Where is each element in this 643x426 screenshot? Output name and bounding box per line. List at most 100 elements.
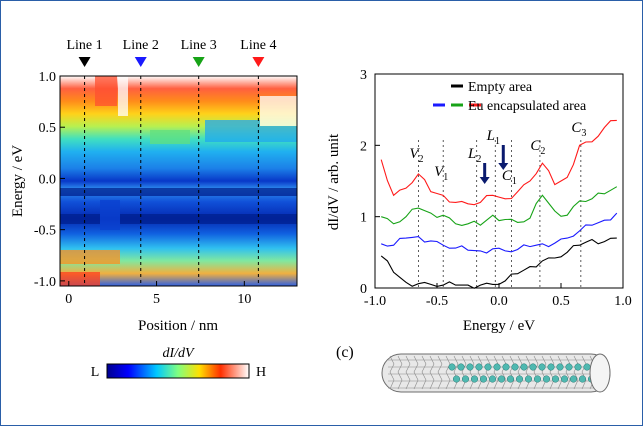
tube-mesh-line	[461, 355, 467, 390]
line-y-axis-label: dI/dV / arb. unit	[326, 133, 342, 230]
line-series	[381, 186, 618, 226]
line-marker-label: Line 3	[181, 38, 217, 53]
heatmap-x-tick-label: 10	[237, 292, 251, 307]
eu-atom	[470, 375, 479, 383]
peak-arrow-head	[498, 163, 509, 170]
eu-atom	[488, 375, 497, 383]
eu-atom	[479, 375, 488, 383]
tube-mesh-line	[573, 355, 579, 390]
tube-mesh-line	[557, 355, 563, 390]
tube-mesh-line	[389, 355, 395, 390]
eu-atom	[497, 375, 506, 383]
heatmap-frame	[59, 75, 298, 287]
line-series	[380, 119, 617, 206]
tube-mesh-line	[549, 355, 555, 390]
colorbar-gradient	[106, 363, 250, 379]
line-panel: 0 1 2 3 -1.0 -0.5 0.0 0.5 1.0 V2 V1 L2 L1 C1 C2 C3 Em…	[326, 68, 632, 334]
colorbar: dI/dV L H	[91, 346, 266, 380]
eu-atom	[493, 363, 501, 371]
tube-mesh-line	[397, 355, 403, 390]
line-marker-label: Line 4	[240, 38, 276, 53]
line-y-tick-label: 2	[360, 139, 367, 154]
tube-mesh-line	[493, 355, 499, 390]
heatmap-y-tick-label: -0.5	[34, 224, 56, 239]
line-x-tick-label: 0.5	[552, 294, 570, 309]
panel-label: (c)	[336, 344, 354, 361]
line-x-tick-label: 1.0	[614, 294, 632, 309]
tube-mesh-line	[453, 355, 459, 390]
peak-annotation: L2	[467, 146, 481, 165]
peak-arrow-head	[479, 177, 490, 184]
line-marker-triangle	[252, 57, 265, 67]
eu-atom	[484, 363, 492, 371]
line-marker-triangle	[192, 57, 205, 67]
peak-annotation: C3	[571, 120, 586, 139]
eu-atom	[515, 375, 524, 383]
eu-atom	[533, 375, 542, 383]
line-marker-label: Line 1	[66, 38, 102, 53]
eu-atom	[547, 363, 555, 371]
eu-atom	[448, 363, 456, 371]
line-x-tick-label: -1.0	[364, 294, 386, 309]
tube-mesh-line	[517, 355, 523, 390]
tube-mesh-line	[501, 355, 507, 390]
eu-atom	[542, 375, 551, 383]
peak-annotation: V1	[434, 164, 448, 183]
tube-mesh-line	[445, 355, 451, 390]
tube-mesh-line	[541, 355, 547, 390]
heatmap-panel: Line 1 Line 2 Line 3 Line 4 1.0 0.5 0.0 -0.5 -1…	[10, 38, 298, 334]
legend-label: Empty area	[468, 80, 533, 95]
peak-annotation: V2	[409, 146, 423, 165]
line-marker-triangle	[78, 57, 91, 67]
line-x-tick-label: -0.5	[426, 294, 448, 309]
colorbar-high-label: H	[256, 365, 266, 380]
heatmap-y-axis-label: Energy / eV	[10, 145, 26, 217]
tube-mesh-line	[421, 355, 427, 390]
heatmap-x-tick-label: 0	[65, 292, 72, 307]
eu-atom	[551, 375, 560, 383]
tube-mesh-line	[405, 355, 411, 390]
tube-mesh-line	[485, 355, 491, 390]
legend-label: Eu encapsulated area	[468, 99, 587, 114]
heatmap-y-tick-label: -1.0	[34, 275, 56, 290]
nanotube-illustration	[381, 353, 611, 393]
tube-mesh-line	[413, 355, 419, 390]
eu-atom	[520, 363, 528, 371]
eu-atom	[475, 363, 483, 371]
line-x-tick-label: 0.0	[490, 294, 508, 309]
eu-atom	[466, 363, 474, 371]
eu-atom	[565, 363, 573, 371]
heatmap-texture	[60, 76, 297, 286]
eu-atom	[506, 375, 515, 383]
eu-atom	[556, 363, 564, 371]
peak-annotation: C1	[502, 168, 517, 187]
eu-atom	[569, 375, 578, 383]
line-series	[381, 212, 618, 254]
heatmap-x-tick-label: 5	[153, 292, 160, 307]
tube-mesh-line	[581, 355, 587, 390]
line-marker-triangle	[134, 57, 147, 67]
line-y-tick-label: 0	[360, 282, 367, 297]
tube-mesh-line	[469, 355, 475, 390]
eu-atom	[529, 363, 537, 371]
heatmap-y-tick-label: 0.5	[39, 121, 57, 136]
eu-atom	[578, 375, 587, 383]
eu-atom	[583, 363, 591, 371]
line-y-tick-label: 3	[360, 68, 367, 83]
peak-annotation: L1	[486, 128, 500, 147]
tube-mesh-line	[509, 355, 515, 390]
eu-atom	[457, 363, 465, 371]
tube-mesh-line	[429, 355, 435, 390]
eu-atom	[574, 363, 582, 371]
eu-atom	[524, 375, 533, 383]
eu-atom	[461, 375, 470, 383]
tube-mesh-line	[565, 355, 571, 390]
eu-atom	[452, 375, 461, 383]
line-x-axis-label: Energy / eV	[463, 318, 535, 334]
tube-mesh-line	[533, 355, 539, 390]
tube-mesh-line	[477, 355, 483, 390]
colorbar-title: dI/dV	[162, 346, 195, 361]
eu-atom	[502, 363, 510, 371]
line-y-tick-label: 1	[360, 211, 367, 226]
